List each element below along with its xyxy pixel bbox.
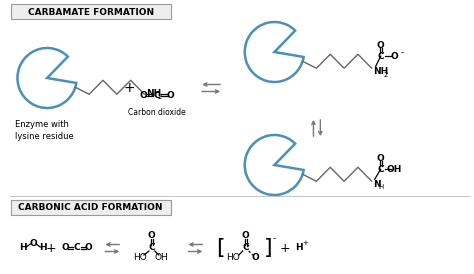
Text: O: O	[391, 52, 398, 61]
Text: CARBAMATE FORMATION: CARBAMATE FORMATION	[27, 8, 154, 17]
Text: O: O	[167, 90, 174, 99]
Text: Enzyme with
lysine residue: Enzyme with lysine residue	[16, 120, 74, 141]
Text: C: C	[73, 244, 80, 253]
Text: +: +	[46, 241, 56, 255]
Bar	[10, 200, 171, 215]
Text: ]: ]	[264, 238, 273, 258]
Text: O: O	[252, 253, 259, 262]
Text: NH: NH	[146, 89, 162, 98]
Text: +: +	[123, 81, 135, 95]
Text: +: +	[302, 240, 308, 246]
Text: HO: HO	[133, 253, 147, 262]
Text: 2: 2	[158, 94, 162, 100]
Text: O: O	[29, 238, 37, 247]
Text: H: H	[39, 244, 47, 253]
Text: C: C	[148, 244, 155, 253]
Text: OH: OH	[155, 253, 169, 262]
Text: H: H	[379, 184, 384, 190]
Text: O: O	[148, 232, 156, 241]
Text: O: O	[242, 232, 250, 241]
Text: O: O	[377, 154, 384, 163]
Text: -: -	[273, 235, 276, 244]
Bar	[10, 4, 171, 19]
Text: H: H	[295, 244, 303, 253]
Text: [: [	[216, 238, 224, 258]
Text: C: C	[377, 165, 384, 174]
Text: N: N	[373, 180, 380, 189]
Text: OH: OH	[387, 165, 402, 174]
Text: O: O	[85, 244, 92, 253]
Text: -: -	[401, 48, 404, 57]
Text: HO: HO	[226, 253, 240, 262]
Text: C: C	[154, 90, 160, 99]
Text: O: O	[139, 90, 147, 99]
Text: C: C	[377, 52, 384, 61]
Text: H: H	[19, 244, 27, 253]
Text: O: O	[377, 41, 384, 50]
Text: NH: NH	[373, 67, 388, 76]
Text: C: C	[242, 244, 249, 253]
Text: 2: 2	[383, 72, 388, 78]
Text: CARBONIC ACID FORMATION: CARBONIC ACID FORMATION	[18, 204, 163, 213]
Text: Carbon dioxide: Carbon dioxide	[128, 108, 186, 117]
Text: O: O	[61, 244, 69, 253]
Text: +: +	[280, 241, 291, 255]
